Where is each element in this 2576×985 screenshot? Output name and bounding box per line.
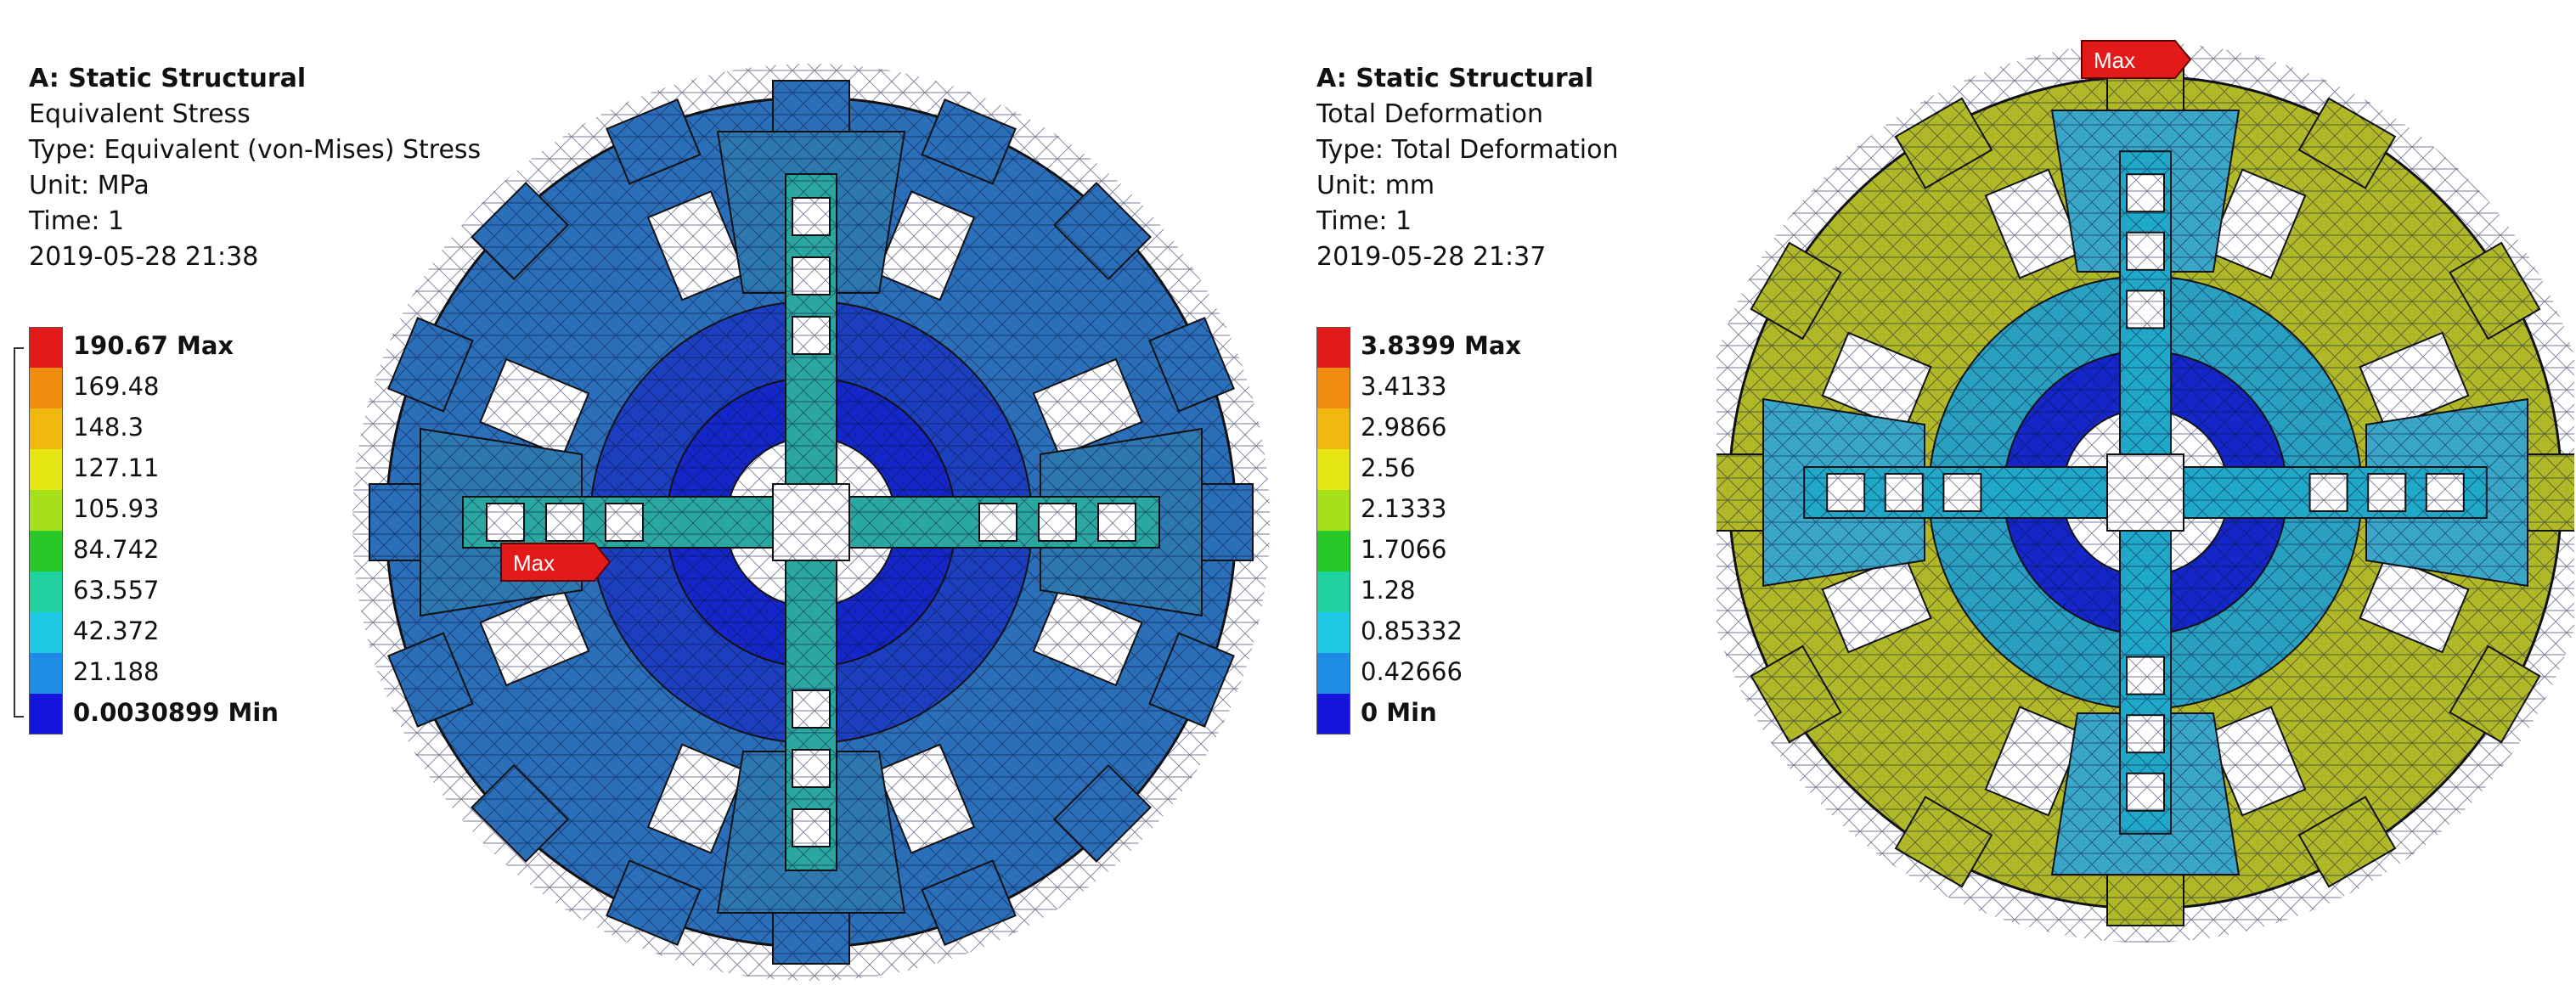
legend-swatch [1316, 531, 1350, 571]
stress-result-name: Equivalent Stress [29, 99, 251, 129]
stress-panel: A: Static Structural Equivalent Stress T… [14, 61, 1270, 981]
legend-value-label: 0.0030899 Min [73, 698, 279, 727]
beam-window [792, 808, 831, 847]
beam-window [792, 316, 831, 355]
beam-window [2126, 173, 2165, 213]
legend-swatch [29, 531, 63, 571]
legend-value-label: 42.372 [73, 616, 160, 645]
legend-value-label: 21.188 [73, 657, 160, 686]
stress-time: Time: 1 [29, 206, 125, 236]
deformation-timestamp: 2019-05-28 21:37 [1316, 242, 1547, 272]
max-flag-shape [2081, 40, 2192, 79]
legend-value-label: 190.67 Max [73, 331, 234, 360]
beam-window [792, 690, 831, 729]
beam-window [792, 749, 831, 788]
stress-contour-model: Max [352, 64, 1270, 981]
stress-unit: Unit: MPa [29, 171, 149, 200]
legend-swatch [1316, 612, 1350, 653]
legend-swatch [29, 490, 63, 531]
legend-swatch [1316, 694, 1350, 735]
legend-swatch [29, 653, 63, 694]
beam-window [2126, 290, 2165, 329]
deformation-contour-model: Max [1716, 40, 2574, 943]
legend-swatch [1316, 368, 1350, 408]
beam-window [605, 503, 644, 542]
legend-value-label: 148.3 [73, 413, 144, 442]
legend-value-label: 0 Min [1361, 698, 1437, 727]
beam-window [545, 503, 584, 542]
legend-value-label: 2.56 [1361, 453, 1416, 482]
legend-swatch [29, 694, 63, 735]
beam-window [486, 503, 525, 542]
legend-value-label: 2.1333 [1361, 494, 1447, 523]
legend-swatch [29, 571, 63, 612]
beam-window [2308, 473, 2348, 512]
beam-window [1038, 503, 1077, 542]
legend-value-label: 3.8399 Max [1361, 331, 1522, 360]
legend-value-label: 63.557 [73, 576, 160, 605]
legend-swatch [29, 368, 63, 408]
max-flag-shape [500, 543, 612, 582]
beam-window [1826, 473, 1866, 512]
legend-swatch [1316, 408, 1350, 449]
beam-window [2126, 231, 2165, 271]
legend-value-label: 3.4133 [1361, 372, 1447, 401]
deformation-info-block: A: Static Structural Total Deformation T… [1316, 61, 1619, 275]
legend-swatch [29, 327, 63, 368]
legend-value-label: 1.7066 [1361, 535, 1447, 564]
legend-swatch [1316, 653, 1350, 694]
beam-window [2126, 772, 2165, 812]
legend-value-label: 0.42666 [1361, 657, 1463, 686]
legend-swatch [1316, 571, 1350, 612]
max-probe-flag: Max [500, 543, 612, 582]
beam-window [2367, 473, 2407, 512]
legend-value-label: 169.48 [73, 372, 160, 401]
beam-window [1884, 473, 1924, 512]
legend-swatch [29, 612, 63, 653]
max-flag-label: Max [513, 550, 555, 576]
max-probe-flag: Max [2081, 40, 2192, 79]
center-window [2106, 453, 2184, 532]
legend-bracket [14, 347, 24, 718]
beam-window [792, 197, 831, 236]
legend-value-label: 127.11 [73, 453, 160, 482]
legend-swatch [29, 449, 63, 490]
legend-value-label: 1.28 [1361, 576, 1416, 605]
center-window [772, 483, 850, 561]
deformation-result-type: Type: Total Deformation [1316, 135, 1619, 165]
max-flag-label: Max [2094, 48, 2135, 73]
stress-timestamp: 2019-05-28 21:38 [29, 242, 259, 272]
stress-analysis-title: A: Static Structural [29, 64, 307, 93]
beam-window [1097, 503, 1136, 542]
beam-window [2126, 714, 2165, 754]
legend-value-label: 0.85332 [1361, 616, 1463, 645]
deformation-time: Time: 1 [1316, 206, 1412, 236]
deformation-result-name: Total Deformation [1316, 99, 1543, 129]
beam-window [792, 256, 831, 296]
deformation-unit: Unit: mm [1316, 171, 1435, 200]
legend-swatch [29, 408, 63, 449]
legend-swatch [1316, 449, 1350, 490]
beam-window [978, 503, 1017, 542]
legend-swatch [1316, 327, 1350, 368]
beam-window [1942, 473, 1982, 512]
legend-value-label: 84.742 [73, 535, 160, 564]
legend-swatch [1316, 490, 1350, 531]
beam-window [2425, 473, 2465, 512]
beam-window [2126, 656, 2165, 695]
deformation-analysis-title: A: Static Structural [1316, 64, 1594, 93]
stress-info-block: A: Static Structural Equivalent Stress T… [29, 61, 481, 275]
legend-value-label: 105.93 [73, 494, 160, 523]
deformation-panel: A: Static Structural Total Deformation T… [1288, 0, 2575, 985]
legend-value-label: 2.9866 [1361, 413, 1447, 442]
